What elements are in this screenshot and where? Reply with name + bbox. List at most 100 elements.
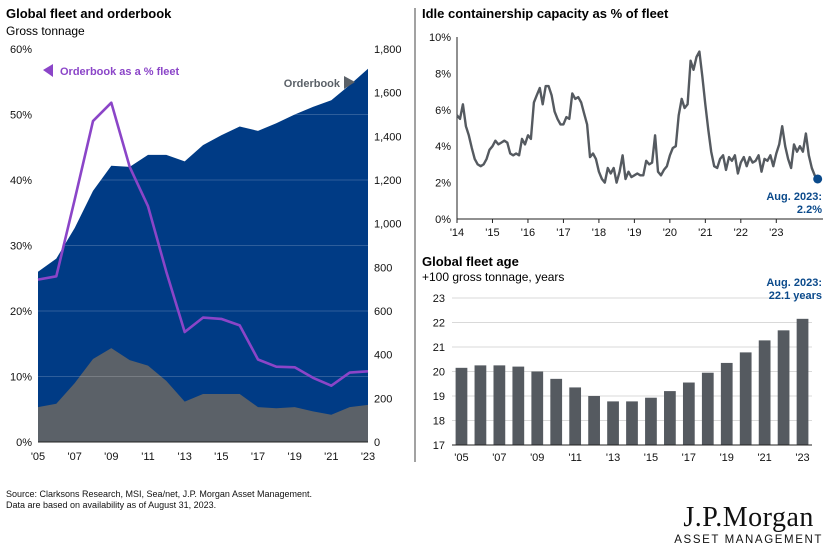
age-bar [645,397,657,445]
brand-subtitle: ASSET MANAGEMENT [674,534,823,546]
age-bar [682,382,695,445]
idle-y-tick-label: 4% [435,141,451,153]
idle-chart-title: Idle containership capacity as % of flee… [422,6,669,21]
fleet-orderbook-chart: Global fleet and orderbook Gross tonnage… [6,6,402,463]
age-y-tick-label: 20 [433,367,445,379]
idle-x-tick-label: '20 [663,227,677,239]
idle-x-tick-label: '16 [521,227,535,239]
age-bar [588,396,600,445]
right-y-tick-label: 800 [374,262,392,274]
age-bar [796,318,809,445]
left-x-tick-label: '21 [324,451,338,463]
left-y-tick-label: 60% [10,44,32,56]
legend-world-fleet-label: World fleet [283,55,340,67]
right-y-tick-label: 1,600 [374,88,402,100]
idle-x-tick-label: '17 [556,227,570,239]
idle-capacity-chart: Idle containership capacity as % of flee… [422,6,823,239]
age-x-tick-label: '17 [682,452,696,464]
age-x-tick-label: '05 [454,452,468,464]
left-y-tick-label: 30% [10,241,32,253]
availability-line: Data are based on availability as of Aug… [6,500,217,510]
age-bar [739,352,752,445]
brand-name: J.P.Morgan [683,502,814,533]
age-bar [607,401,619,445]
age-chart-title: Global fleet age [422,254,519,269]
idle-x-tick-label: '22 [734,227,748,239]
idle-capacity-line [456,50,819,184]
left-x-tick-label: '11 [141,451,155,463]
idle-y-tick-label: 10% [429,32,451,44]
idle-y-tick-label: 6% [435,105,451,117]
source-line: Source: Clarksons Research, MSI, Sea/net… [6,489,312,499]
idle-x-tick-label: '23 [769,227,783,239]
orderbook-pct-line [37,101,369,387]
idle-plot-area: 0% 2% 4% 6% 8% 10% '14 '15 '16 '17 '18 '19 '20 '21 '22… [429,32,823,239]
fleet-legend: Orderbook as a % fleet World fleet Order… [43,53,355,90]
fleet-age-chart: Global fleet age +100 gross tonnage, yea… [422,254,822,464]
age-x-tick-label: '15 [644,452,658,464]
left-x-tick-label: '23 [361,451,375,463]
left-x-tick-label: '09 [104,451,118,463]
right-y-tick-label: 0 [374,437,380,449]
left-x-tick-label: '13 [177,451,191,463]
right-y-tick-label: 1,200 [374,175,402,187]
age-annotation-line2: 22.1 years [769,290,822,302]
age-y-tick-label: 17 [433,440,445,452]
brand-logo: J.P.Morgan ASSET MANAGEMENT [674,503,823,547]
idle-y-tick-label: 0% [435,214,451,226]
age-x-tick-label: '21 [757,452,771,464]
age-bar [626,401,638,445]
age-bar [664,391,676,445]
idle-x-tick-label: '15 [485,227,499,239]
age-y-tick-label: 18 [433,416,445,428]
age-bar [777,330,790,445]
idle-x-tick-label: '21 [698,227,712,239]
idle-y-tick-label: 2% [435,178,451,190]
source-footnote: Source: Clarksons Research, MSI, Sea/net… [6,489,312,511]
age-y-tick-label: 19 [433,391,445,403]
left-y-tick-label: 50% [10,110,32,122]
age-y-tick-label: 23 [433,293,445,305]
orderbook-area [38,348,368,442]
idle-y-tick-label: 8% [435,68,451,80]
right-y-tick-label: 400 [374,350,392,362]
age-annotation-line1: Aug. 2023: [766,277,822,289]
right-y-tick-label: 600 [374,306,392,318]
age-bar [531,371,544,445]
legend-orderbook-label: Orderbook [284,78,341,90]
age-bar [474,365,487,445]
right-y-tick-label: 1,800 [374,44,402,56]
age-y-tick-label: 22 [433,318,445,330]
legend-orderbook-pct-label: Orderbook as a % fleet [60,66,180,78]
left-x-tick-label: '15 [214,451,228,463]
left-y-tick-label: 20% [10,306,32,318]
age-y-tick-label: 21 [433,342,445,354]
idle-x-tick-label: '19 [627,227,641,239]
idle-annotation-line2: 2.2% [797,204,822,216]
legend-orderbook-pct-marker [43,64,53,77]
left-y-tick-label: 40% [10,175,32,187]
idle-x-tick-label: '18 [592,227,606,239]
age-bar [720,362,733,445]
age-bar [569,387,582,445]
legend-orderbook-marker [344,76,355,89]
age-bar [455,367,468,445]
left-x-tick-label: '19 [287,451,301,463]
age-bar [758,340,771,445]
world-fleet-area [38,68,368,442]
left-x-tick-label: '05 [31,451,45,463]
age-bar [550,378,563,445]
age-chart-subtitle: +100 gross tonnage, years [422,270,564,284]
age-bar [493,365,506,445]
fleet-plot-area: 0% 10% 20% 30% 40% 50% 60% 0 200 400 600 800 1,000 1,… [10,44,402,463]
idle-x-tick-label: '14 [450,227,464,239]
idle-annotation-line1: Aug. 2023: [766,191,822,203]
left-x-tick-label: '07 [67,451,81,463]
fleet-chart-subtitle: Gross tonnage [6,24,85,38]
age-plot-area: 17 18 19 20 21 22 23 '05 '07 '09 '11 '13 '15 '17 '19 '2… [433,293,812,464]
age-x-tick-label: '11 [568,452,582,464]
idle-latest-point [813,174,823,184]
fleet-chart-title: Global fleet and orderbook [6,6,172,21]
left-y-tick-label: 0% [16,437,32,449]
